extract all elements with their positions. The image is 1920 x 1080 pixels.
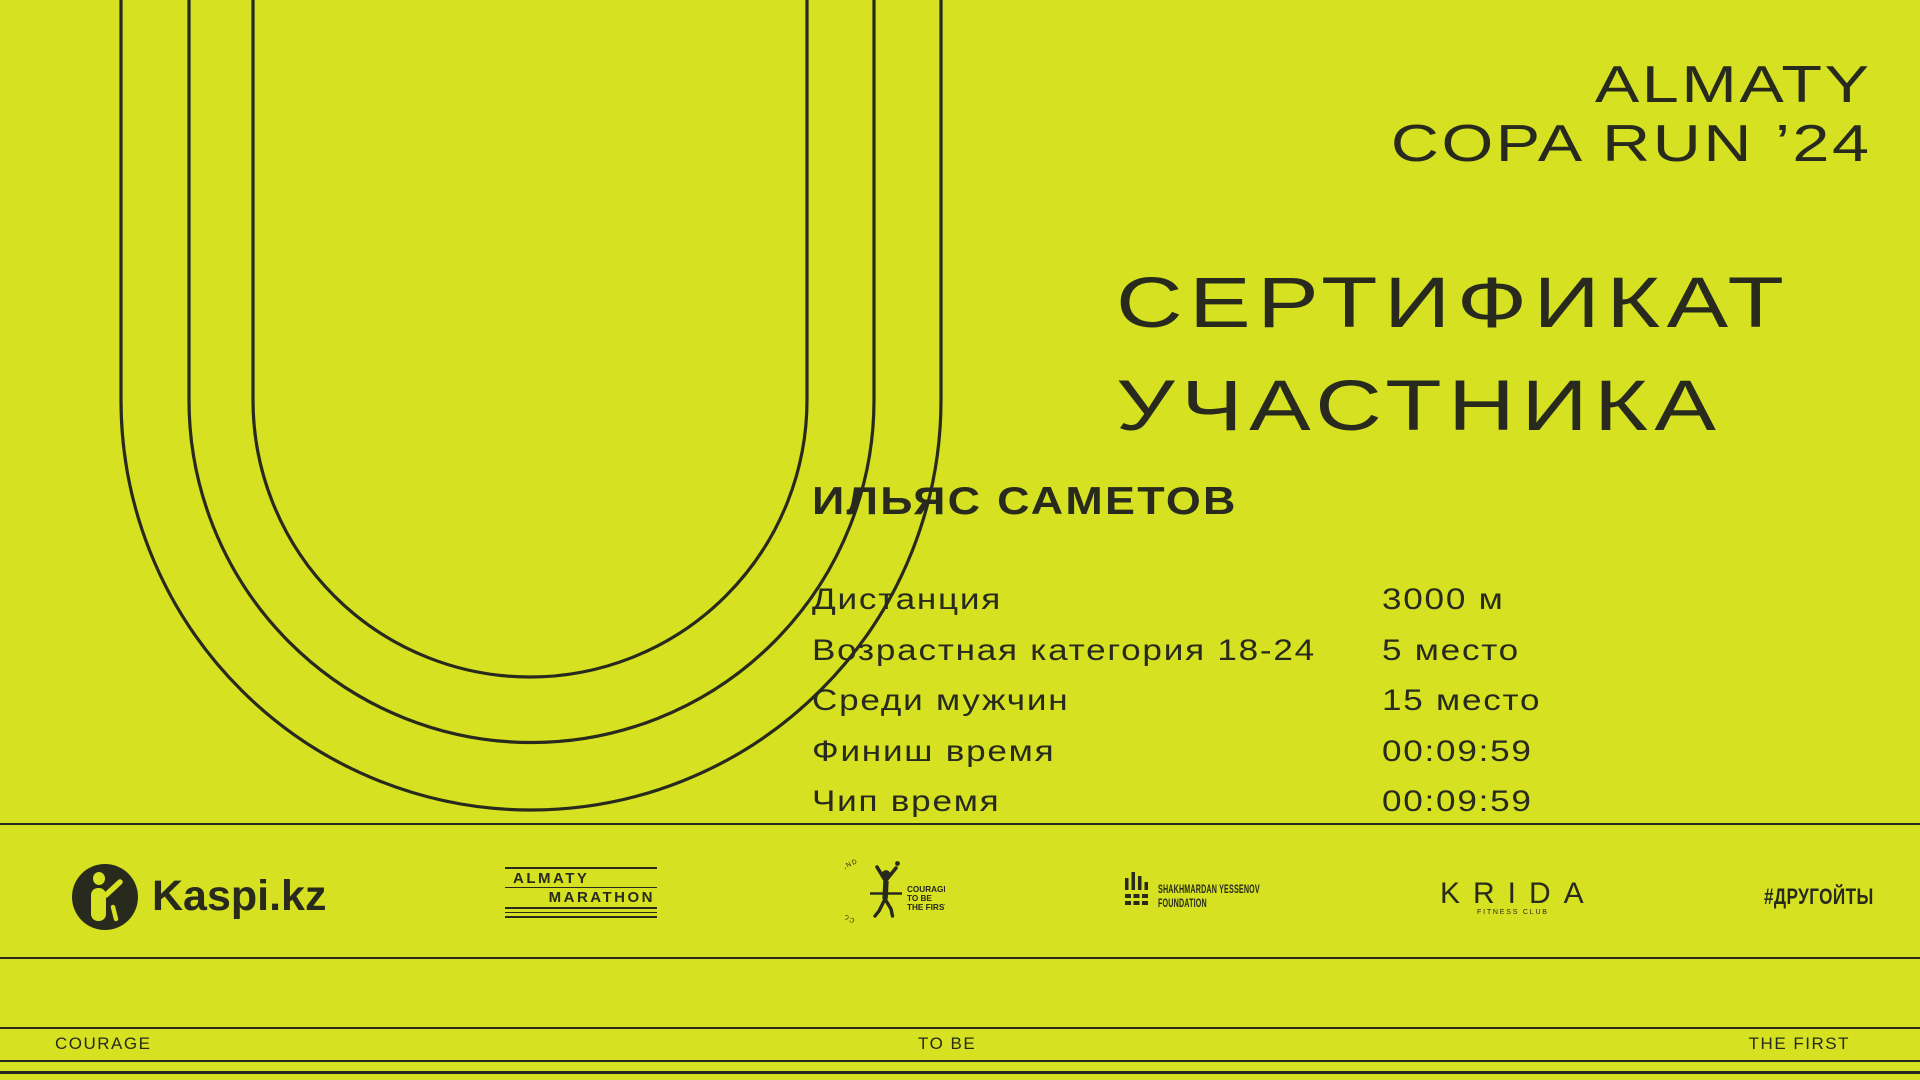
yessenov-foundation-text: SHAKHMARDAN YESSENOV FOUNDATION: [1158, 884, 1260, 911]
event-name: ALMATY COPA RUN ’24: [1391, 56, 1872, 174]
divider-line: [0, 1027, 1920, 1029]
divider-line: [0, 1071, 1920, 1074]
footer-slogan-right: THE FIRST: [1748, 1034, 1850, 1053]
almaty-marathon-line1: ALMATY: [513, 869, 590, 887]
results-table: Дистанция 3000 м Возрастная категория 18…: [812, 575, 1672, 828]
logo-rule: [505, 886, 657, 889]
table-row: Возрастная категория 18-24 5 место: [812, 626, 1672, 677]
logo-rule: [505, 867, 657, 869]
logo-rule: [505, 907, 657, 909]
result-value: 15 место: [1382, 684, 1542, 717]
result-value: 00:09:59: [1382, 734, 1533, 768]
participant-name: ИЛЬЯС САМЕТОВ: [812, 480, 1238, 523]
courage-fund-line2: TO BE: [907, 894, 932, 903]
krida-logo-subtitle: FITNESS CLUB: [1477, 909, 1549, 916]
divider-line: [0, 957, 1920, 959]
result-label: Дистанция: [812, 583, 1003, 616]
logo-rule: [505, 911, 657, 914]
yessenov-line2: FOUNDATION: [1158, 897, 1207, 910]
certificate-title: СЕРТИФИКАТ УЧАСТНИКА: [1116, 252, 1790, 458]
footer-slogan-left: COURAGE: [55, 1034, 152, 1053]
yessenov-line1: SHAKHMARDAN YESSENOV: [1158, 884, 1260, 896]
courage-fund-arc-text: CORPORATE FUND: [845, 858, 858, 923]
table-row: Среди мужчин 15 место: [812, 676, 1672, 727]
result-label: Финиш время: [812, 734, 1056, 768]
kaspi-logo-text: Kaspi.kz: [152, 872, 327, 920]
result-value: 3000 м: [1382, 583, 1505, 616]
almaty-marathon-logo: ALMATY MARATHON: [505, 867, 657, 918]
divider-line: [0, 823, 1920, 825]
svg-text:CORPORATE FUND: CORPORATE FUND: [845, 858, 859, 923]
hashtag-logo-text: #ДРУГОЙТЫ: [1764, 884, 1874, 909]
event-name-line1: ALMATY: [1595, 56, 1872, 114]
logo-rule: [505, 916, 657, 918]
almaty-marathon-line2: MARATHON: [548, 889, 655, 907]
kaspi-logo-icon: [72, 864, 138, 930]
divider-line: [0, 1060, 1920, 1062]
table-row: Чип время 00:09:59: [812, 777, 1672, 828]
event-name-line2: COPA RUN ’24: [1391, 115, 1872, 173]
result-value: 00:09:59: [1382, 785, 1533, 818]
krida-logo-text: KRIDA: [1440, 877, 1597, 910]
runner-icon: [870, 861, 902, 918]
result-label: Среди мужчин: [812, 684, 1070, 717]
table-row: Финиш время 00:09:59: [812, 727, 1672, 778]
courage-fund-logo: CORPORATE FUND COURAGE TO BE THE FIRST!: [845, 858, 945, 923]
certificate-title-line1: СЕРТИФИКАТ: [1116, 264, 1791, 343]
table-row: Дистанция 3000 м: [812, 575, 1672, 626]
courage-fund-line3: THE FIRST!: [907, 903, 945, 912]
footer-slogan-center: TO BE: [918, 1034, 977, 1053]
result-label: Чип время: [812, 785, 1001, 818]
courage-fund-line1: COURAGE: [907, 885, 945, 894]
yessenov-foundation-icon: [1125, 872, 1148, 905]
result-label: Возрастная категория 18-24: [812, 633, 1316, 667]
result-value: 5 место: [1382, 633, 1520, 667]
certificate-title-line2: УЧАСТНИКА: [1116, 367, 1723, 446]
